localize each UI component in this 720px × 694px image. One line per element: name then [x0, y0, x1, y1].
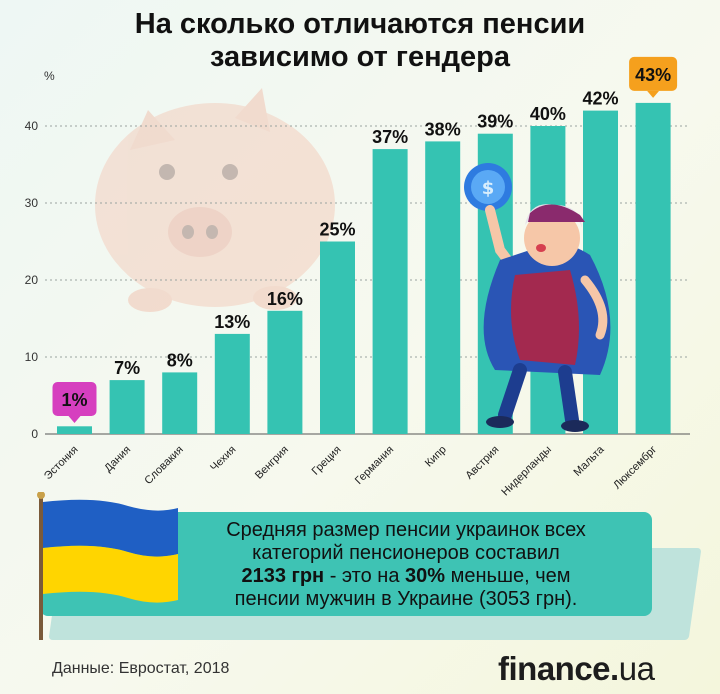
svg-text:$: $: [482, 178, 495, 199]
x-tick-label: Венгрия: [253, 444, 291, 482]
info-line-4: пенсии мужчин в Украине (3053 грн).: [234, 588, 578, 610]
bar: [57, 426, 92, 434]
data-label: 38%: [425, 119, 461, 139]
bar: [635, 102, 671, 435]
x-tick-label: Мальта: [571, 443, 607, 479]
x-tick-label: Австрия: [463, 444, 501, 482]
bar: [425, 141, 461, 434]
bar: [214, 333, 250, 434]
bar: [372, 149, 408, 434]
data-label: 37%: [372, 127, 408, 147]
info-percent: 30%: [405, 565, 446, 587]
min-value-badge-pointer: [68, 416, 81, 423]
x-tick-label: Люксембрг: [611, 444, 659, 492]
data-label: 25%: [319, 220, 355, 240]
info-line-2: категорий пенсионеров составил: [252, 542, 560, 564]
bar: [109, 380, 145, 434]
info-text: Средняя размер пенсии украинок всех кате…: [180, 519, 632, 611]
bar: [320, 241, 355, 434]
data-label: 13%: [214, 312, 250, 332]
source-note: Данные: Евростат, 2018: [52, 660, 230, 677]
x-tick-label: Эстония: [42, 444, 81, 483]
brand-dot: .: [610, 650, 619, 687]
bar: [162, 372, 198, 434]
x-tick-label: Греция: [310, 444, 344, 478]
data-label: 7%: [114, 358, 140, 378]
x-tick-label: Нидерланды: [499, 444, 554, 499]
max-value-badge-pointer: [647, 90, 660, 98]
bar: [267, 310, 303, 434]
y-tick-label: 40: [25, 119, 39, 133]
y-tick-label: 10: [25, 350, 39, 364]
x-tick-label: Словакия: [142, 444, 185, 487]
data-label: 16%: [267, 289, 303, 309]
title-line-1: На сколько отличаются пенсии: [134, 8, 586, 40]
info-amount: 2133 грн: [241, 565, 325, 587]
y-axis-unit: %: [44, 69, 55, 83]
brand-logo: finance.ua: [498, 650, 655, 688]
data-label: 42%: [582, 89, 618, 109]
brand-main: finance: [498, 650, 611, 687]
data-label: 43%: [635, 65, 671, 85]
info-mid: - это на: [324, 565, 406, 587]
title-line-2: зависимо от гендера: [210, 41, 510, 73]
data-label: 1%: [61, 390, 87, 410]
data-label: 40%: [530, 104, 566, 124]
ukraine-flag-icon: [36, 491, 186, 647]
brand-suffix: ua: [618, 650, 655, 687]
x-tick-label: Кипр: [423, 444, 449, 470]
info-line-3: 2133 грн - это на 30% меньше, чем: [180, 565, 632, 588]
granny-illustration: $: [464, 163, 611, 432]
x-tick-label: Чехия: [208, 444, 238, 474]
x-tick-label: Германия: [353, 444, 396, 487]
data-label: 39%: [477, 112, 513, 132]
data-label: 8%: [167, 350, 193, 370]
piggy-bank-illustration: [95, 88, 335, 312]
min-value-badge: [52, 382, 97, 416]
y-tick-label: 30: [25, 196, 39, 210]
x-tick-label: Дания: [102, 444, 133, 475]
info-tail: меньше, чем: [445, 565, 571, 587]
y-tick-label: 0: [31, 427, 38, 441]
chart-title: На сколько отличаются пенсии зависимо от…: [0, 8, 720, 74]
y-tick-label: 20: [25, 273, 39, 287]
max-value-badge: [629, 56, 678, 91]
info-line-1: Средняя размер пенсии украинок всех: [226, 519, 586, 541]
